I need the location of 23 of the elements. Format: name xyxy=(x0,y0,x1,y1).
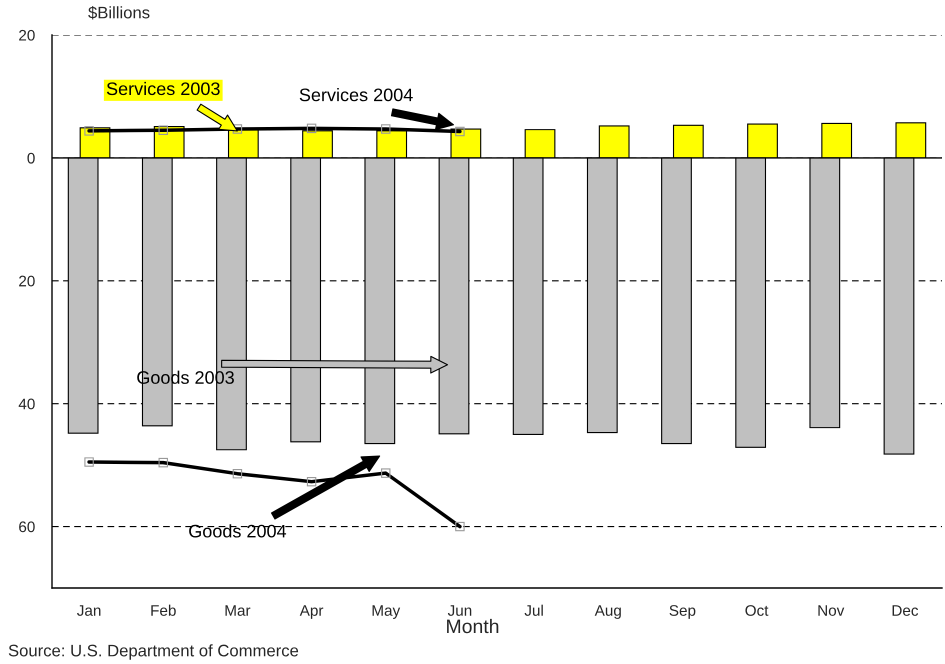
x-tick-label: May xyxy=(372,605,400,619)
y-tick-label: 60 xyxy=(19,521,35,532)
x-tick-label: Jan xyxy=(77,605,100,616)
x-tick-label: Dec xyxy=(892,605,918,616)
x-tick-label: Mar xyxy=(226,605,250,616)
y-tick-label: 0 xyxy=(27,152,35,164)
x-tick-label: Oct xyxy=(745,605,768,616)
x-tick-label: Nov xyxy=(818,605,844,616)
y-tick-label: 20 xyxy=(19,30,35,41)
source-note: Source: U.S. Department of Commerce xyxy=(8,644,298,660)
x-tick-label: Aug xyxy=(594,605,621,619)
x-tick-label: Jul xyxy=(524,604,543,616)
text: Goods 2004 xyxy=(189,524,286,538)
y-tick-label: 20 xyxy=(19,276,35,286)
y-tick-label: 40 xyxy=(18,398,35,410)
series-label: Services 2004 xyxy=(300,88,413,102)
x-tick-label: Sep xyxy=(670,605,696,619)
x-tick-label: Apr xyxy=(300,605,324,619)
x-tick-label: Feb xyxy=(151,604,176,616)
x-axis-title: Month xyxy=(447,618,498,634)
series-label: Services 2003 xyxy=(106,82,220,96)
y-axis-title: $Billions xyxy=(88,6,150,20)
x-tick-label: Jun xyxy=(448,605,472,616)
